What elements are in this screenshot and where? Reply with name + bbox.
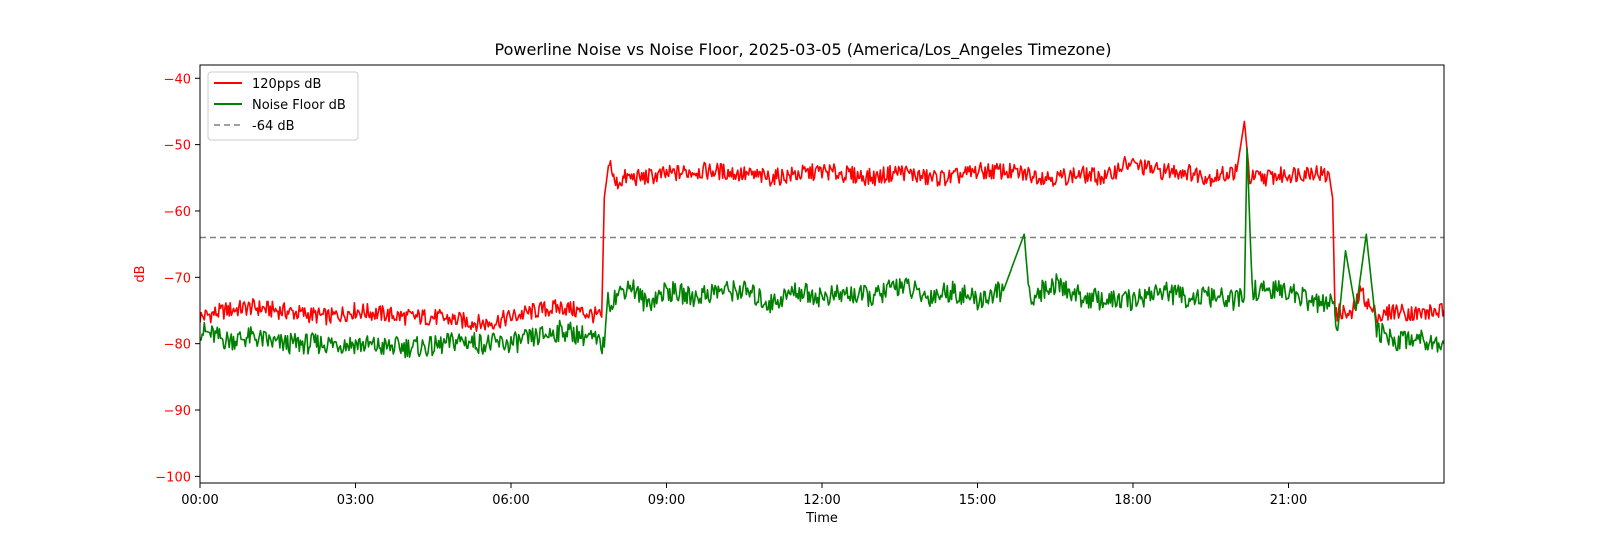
y-tick-label: −100 bbox=[155, 470, 191, 485]
chart-title: Powerline Noise vs Noise Floor, 2025-03-… bbox=[495, 40, 1112, 60]
x-tick-label: 09:00 bbox=[648, 493, 685, 508]
x-tick-label: 12:00 bbox=[803, 493, 840, 508]
legend-label-noise-floor: Noise Floor dB bbox=[252, 98, 346, 113]
plot-area-frame bbox=[199, 64, 1445, 484]
x-tick-label: 00:00 bbox=[181, 493, 218, 508]
x-tick-label: 18:00 bbox=[1114, 493, 1151, 508]
series-line-noise-floor bbox=[200, 147, 1444, 359]
y-tick-label: −60 bbox=[164, 205, 191, 220]
y-tick-label: −90 bbox=[164, 404, 191, 419]
series-line-120pps bbox=[200, 120, 1444, 333]
legend-label-120pps: 120pps dB bbox=[252, 77, 321, 92]
y-tick-label: −70 bbox=[164, 271, 191, 286]
x-tick-label: 15:00 bbox=[959, 493, 996, 508]
y-axis-label: dB bbox=[133, 265, 148, 282]
legend: 120pps dB Noise Floor dB -64 dB bbox=[207, 71, 359, 141]
series-layer bbox=[200, 120, 1444, 359]
legend-box bbox=[207, 71, 359, 141]
y-tick-label: −40 bbox=[164, 72, 191, 87]
y-tick-label: −80 bbox=[164, 338, 191, 353]
y-axis: −40 −50 −60 −70 −80 −90 −100 bbox=[155, 72, 200, 485]
x-tick-label: 06:00 bbox=[492, 493, 529, 508]
x-tick-label: 03:00 bbox=[337, 493, 374, 508]
y-tick-label: −50 bbox=[164, 139, 191, 154]
legend-label-threshold: -64 dB bbox=[252, 119, 295, 134]
x-axis: 00:00 03:00 06:00 09:00 12:00 15:00 18:00 21:00 bbox=[181, 483, 1307, 508]
x-axis-label: Time bbox=[805, 511, 838, 526]
x-tick-label: 21:00 bbox=[1270, 493, 1307, 508]
